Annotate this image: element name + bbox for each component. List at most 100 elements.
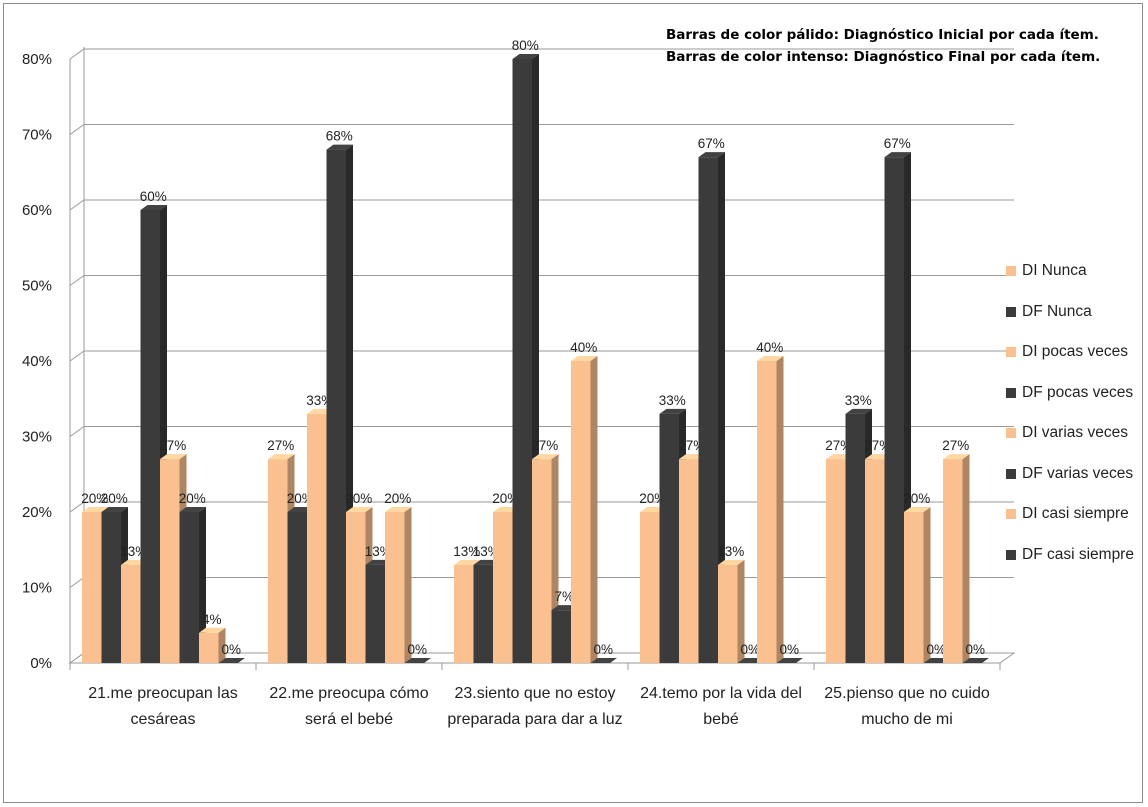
- data-label: 20%: [345, 491, 372, 506]
- note-initial-diagnosis: Barras de color pálido: Diagnóstico Inic…: [666, 27, 1099, 43]
- bar: [82, 512, 102, 663]
- legend-item: DF casi siempre: [1006, 546, 1134, 587]
- data-label: 4%: [202, 612, 222, 627]
- bar-chart-plot: 0%10%20%30%40%50%60%70%80%20%20%13%60%27…: [22, 38, 1016, 672]
- data-label: 68%: [326, 129, 353, 144]
- data-label: 40%: [570, 340, 597, 355]
- legend: DI Nunca DF Nunca DI pocas veces DF pocas v…: [1006, 262, 1134, 586]
- data-label: 0%: [965, 642, 985, 657]
- legend-swatch: [1006, 387, 1016, 398]
- bar: [326, 149, 346, 664]
- bar: [571, 361, 591, 663]
- chart-frame: 0% 10% 20% 30% 40% 50% 60% 70% 80% 20% 20% 13% 60% 27…: [3, 3, 1143, 803]
- bar-top: [659, 408, 686, 414]
- bar-top: [346, 507, 373, 512]
- bar-top: [757, 356, 784, 361]
- legend-swatch: [1006, 347, 1016, 357]
- bar: [199, 632, 219, 663]
- legend-label: DF pocas veces: [1022, 383, 1134, 401]
- legend-swatch: [1006, 468, 1016, 479]
- legend-label: DI Nunca: [1022, 262, 1087, 279]
- bar: [512, 59, 532, 663]
- gridline: [69, 350, 1014, 362]
- data-label: 0%: [221, 642, 241, 657]
- data-label: 0%: [593, 642, 613, 657]
- data-label: 67%: [698, 136, 725, 151]
- bar-top: [82, 507, 109, 512]
- bar: [287, 512, 307, 663]
- bar-top: [776, 658, 803, 663]
- y-tick-label: 10%: [22, 580, 52, 597]
- bar-top: [962, 658, 989, 663]
- legend-item: DF Nunca: [1006, 303, 1134, 344]
- bar-top: [718, 559, 745, 565]
- gridline: [69, 275, 1014, 286]
- y-tick-label: 50%: [22, 278, 52, 295]
- bar: [532, 459, 552, 663]
- bar-side: [776, 356, 784, 663]
- data-label: 0%: [926, 642, 946, 657]
- bar: [365, 564, 385, 663]
- data-label: 0%: [740, 642, 760, 657]
- data-label: 67%: [884, 136, 911, 151]
- legend-swatch: [1006, 549, 1016, 560]
- legend-label: DI pocas veces: [1022, 343, 1128, 360]
- bar: [640, 512, 660, 663]
- bar-top: [218, 658, 245, 663]
- legend-label: DF Nunca: [1022, 302, 1092, 320]
- legend-label: DF casi siempre: [1022, 545, 1134, 563]
- bar-top: [179, 507, 206, 512]
- bar: [140, 210, 160, 663]
- data-label: 20%: [81, 491, 108, 506]
- data-label: 20%: [101, 491, 128, 506]
- bar: [551, 610, 571, 663]
- legend-item: DI varias veces: [1006, 424, 1134, 465]
- gridline: [69, 48, 1014, 60]
- y-tick-label: 20%: [22, 504, 52, 521]
- legend-item: DI pocas veces: [1006, 343, 1134, 384]
- data-label: 33%: [845, 393, 872, 408]
- bar: [121, 564, 141, 663]
- bar: [268, 459, 288, 663]
- bar: [101, 512, 121, 663]
- data-label: 80%: [512, 38, 539, 53]
- bar: [493, 512, 513, 663]
- legend-swatch: [1006, 306, 1016, 317]
- bar: [473, 564, 493, 663]
- legend-label: DF varias veces: [1022, 464, 1134, 482]
- y-tick-label: 30%: [22, 429, 52, 446]
- data-label: 0%: [779, 642, 799, 657]
- data-label: 60%: [140, 189, 167, 204]
- legend-item: DI casi siempre: [1006, 505, 1134, 546]
- x-category-label: 23.siento que no estoy preparada para da…: [447, 685, 623, 728]
- data-label: 33%: [659, 393, 686, 408]
- bar-top: [385, 507, 412, 512]
- legend-item: DF varias veces: [1006, 465, 1134, 506]
- chart-notes: Barras de color pálido: Diagnóstico Inic…: [666, 24, 1100, 68]
- data-label: 27%: [531, 438, 558, 453]
- bar-side: [923, 507, 931, 663]
- bar-top: [590, 658, 617, 663]
- y-tick-label: 40%: [22, 353, 52, 370]
- data-label: 13%: [717, 544, 744, 559]
- bar: [179, 512, 199, 663]
- y-tick-label: 0%: [30, 655, 52, 672]
- bar: [718, 564, 738, 663]
- bar-side: [718, 152, 725, 663]
- y-tick-label: 60%: [22, 202, 52, 219]
- data-label: 7%: [554, 589, 574, 604]
- bar-top: [140, 205, 167, 210]
- bar-top: [199, 627, 226, 633]
- legend-item: DF pocas veces: [1006, 384, 1134, 425]
- x-category-label: 22.me preocupa cómo será el bebé: [269, 685, 429, 728]
- bar: [454, 564, 474, 663]
- bar: [826, 459, 846, 663]
- x-category-label: 24.temo por la vida del bebé: [640, 685, 802, 728]
- bar: [698, 157, 718, 663]
- bar-top: [101, 507, 128, 512]
- bar: [904, 512, 924, 663]
- bar: [346, 512, 366, 663]
- bar-top: [884, 152, 911, 158]
- bar-side: [590, 356, 598, 663]
- bar: [884, 157, 904, 663]
